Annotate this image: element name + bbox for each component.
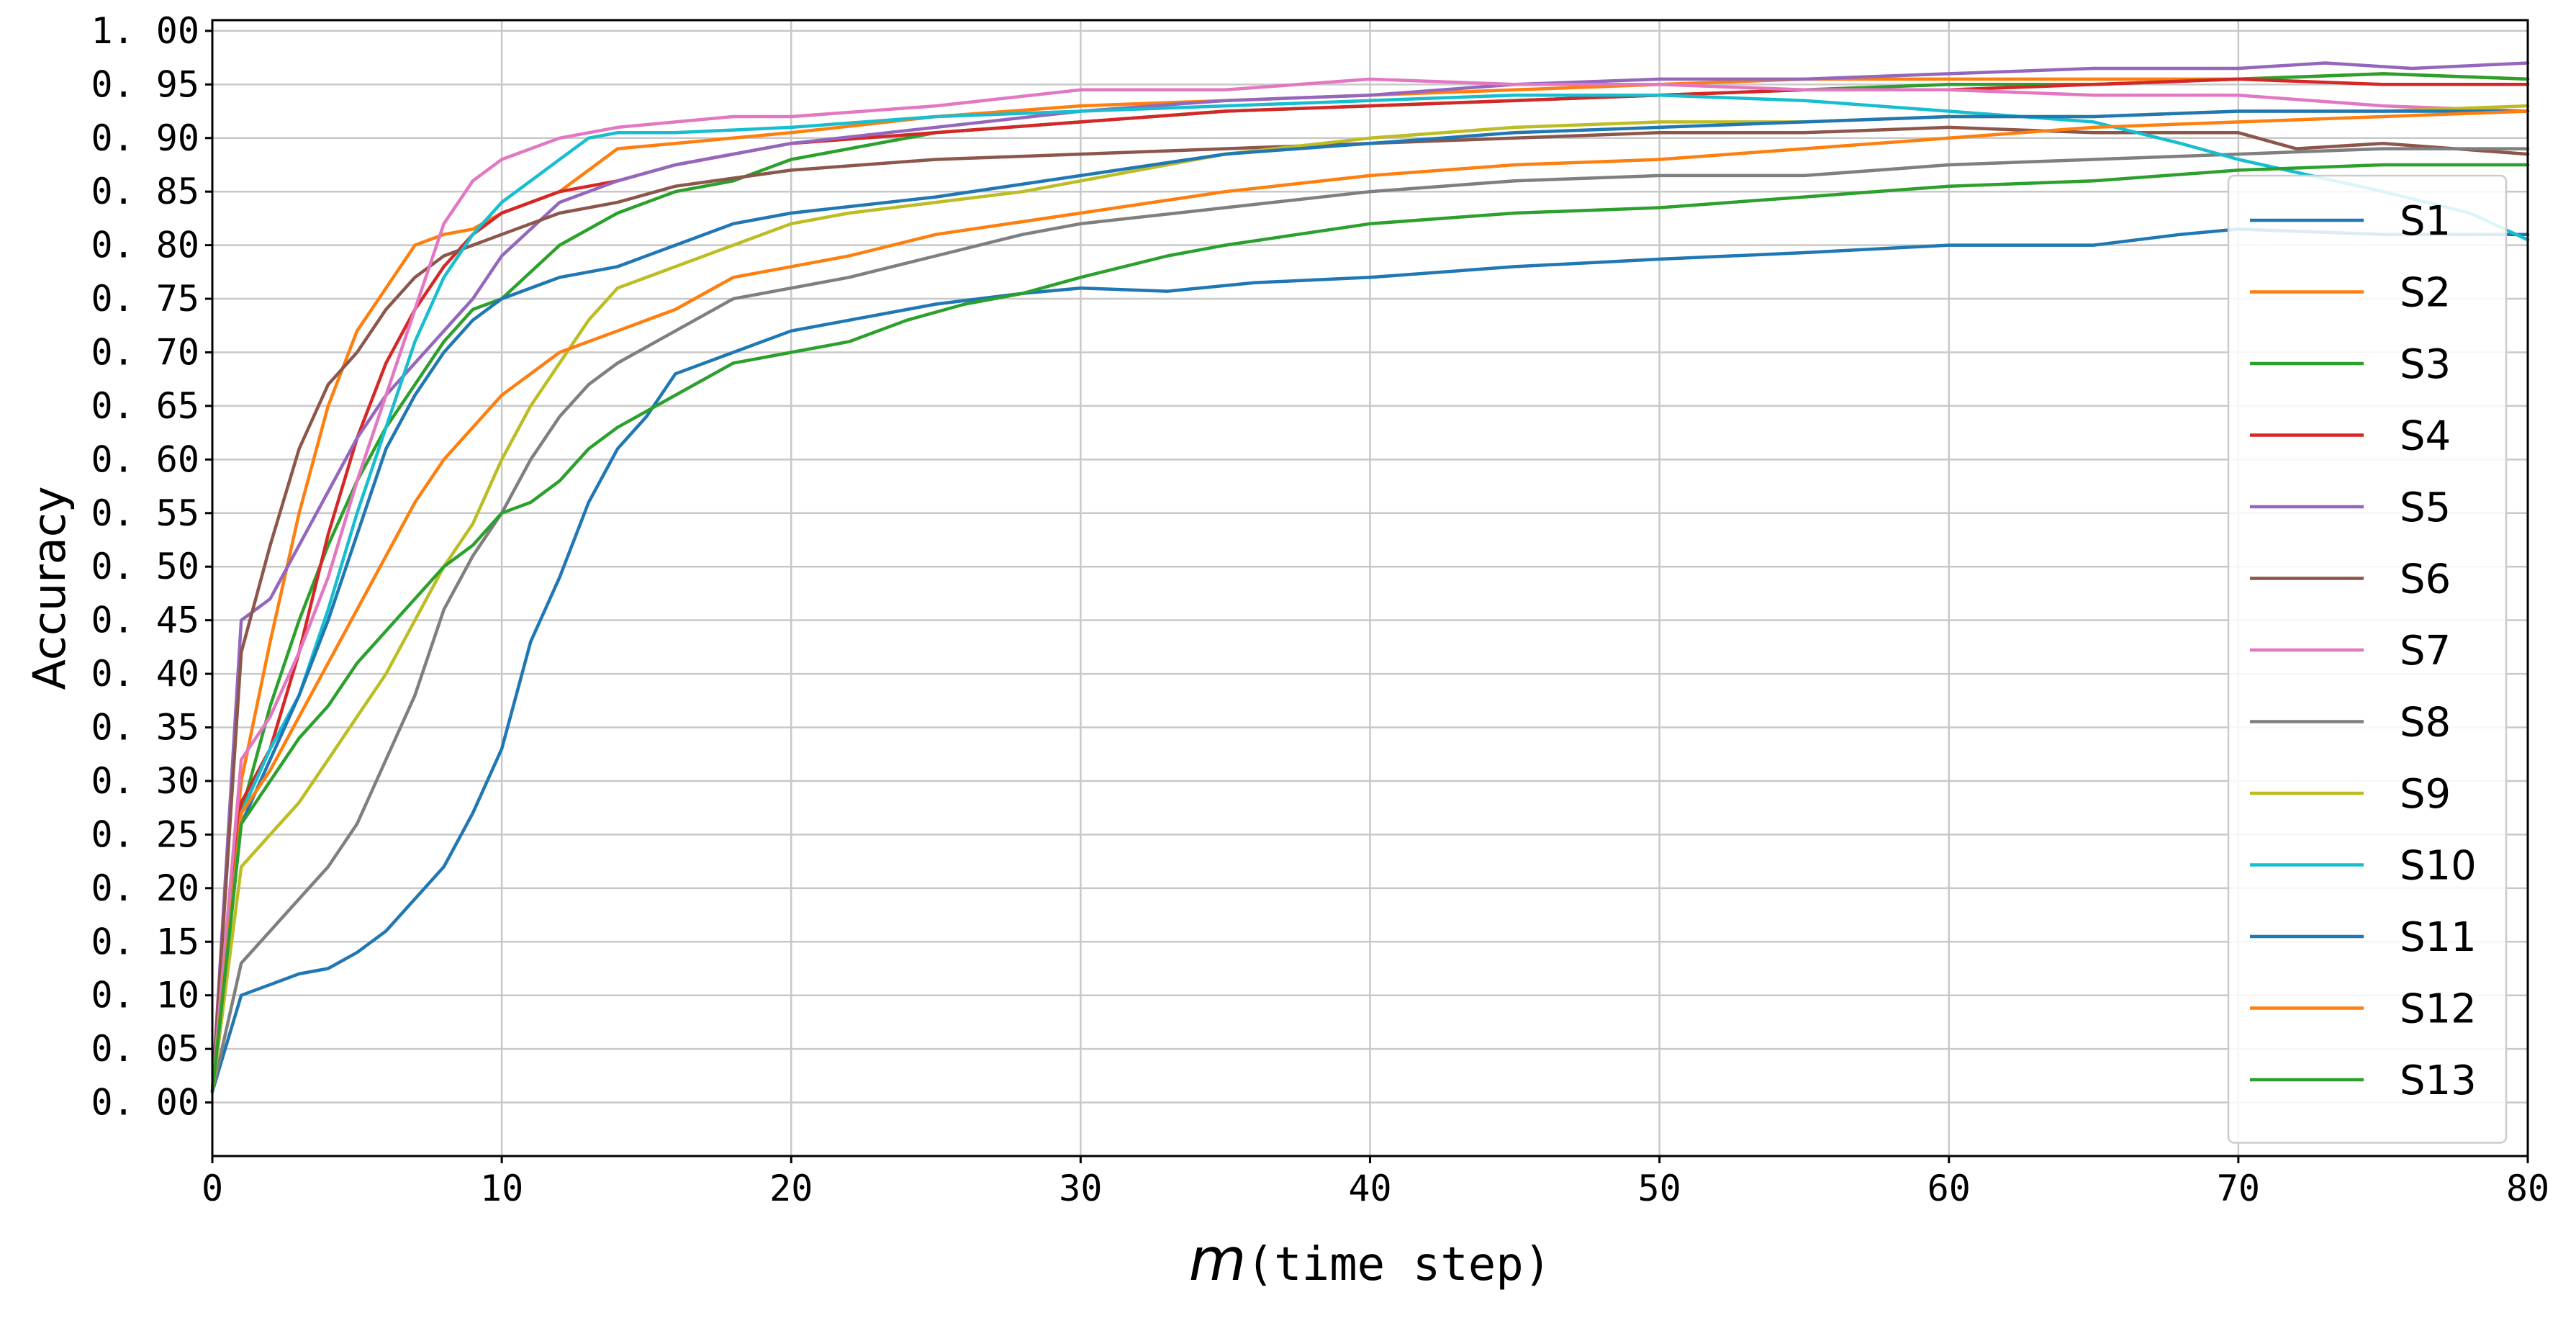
y-tick-label: 0. 40 <box>91 653 199 695</box>
y-tick-label: 0. 65 <box>91 385 199 427</box>
y-tick-label: 1. 00 <box>91 10 199 52</box>
legend-label-s6: S6 <box>2400 556 2451 603</box>
series-line-s11 <box>210 109 2530 1093</box>
y-tick-label: 0. 35 <box>91 707 199 749</box>
x-tick-label: 60 <box>1928 1168 1971 1209</box>
y-axis-ticks: 0. 00 0. 05 0. 10 0. 15 0. 20 0. 25 0. 30 0. 35… <box>91 10 212 1124</box>
y-tick-label: 0. 30 <box>91 760 199 802</box>
y-tick-label: 0. 60 <box>91 438 199 480</box>
legend-label-s9: S9 <box>2400 771 2451 818</box>
y-tick-label: 0. 95 <box>91 63 199 105</box>
legend-label-s10: S10 <box>2400 843 2477 890</box>
y-tick-label: 0. 70 <box>91 331 199 373</box>
x-tick-label: 50 <box>1638 1168 1681 1209</box>
x-tick-label: 20 <box>769 1168 813 1209</box>
series-line-s5 <box>210 61 2530 1093</box>
legend-label-s13: S13 <box>2400 1057 2477 1104</box>
y-tick-label: 0. 45 <box>91 600 199 641</box>
y-tick-label: 0. 75 <box>91 278 199 320</box>
y-tick-label: 0. 20 <box>91 867 199 909</box>
y-tick-label: 0. 50 <box>91 546 199 587</box>
legend-label-s3: S3 <box>2400 341 2451 388</box>
grid <box>211 20 2529 1156</box>
series-line-s6 <box>210 125 2530 1093</box>
y-tick-label: 0. 85 <box>91 171 199 212</box>
x-tick-label: 30 <box>1059 1168 1102 1209</box>
series-lines <box>210 61 2530 1093</box>
series-line-s12 <box>210 109 2530 1093</box>
series-line-s10 <box>210 93 2530 1093</box>
legend-label-s1: S1 <box>2400 198 2451 245</box>
x-tick-label: 10 <box>480 1168 523 1209</box>
x-tick-label: 70 <box>2217 1168 2260 1209</box>
x-axis-label-unit: (time step) <box>1247 1238 1552 1291</box>
x-tick-label: 80 <box>2506 1168 2549 1209</box>
y-tick-label: 0. 15 <box>91 921 199 962</box>
legend-label-s12: S12 <box>2400 986 2477 1033</box>
legend-label-s2: S2 <box>2400 270 2451 317</box>
y-axis-label: Accuracy <box>23 486 76 690</box>
y-tick-label: 0. 00 <box>91 1082 199 1124</box>
y-tick-label: 0. 10 <box>91 975 199 1016</box>
legend-label-s4: S4 <box>2400 413 2451 460</box>
series-line-s8 <box>210 147 2530 1093</box>
x-axis-label: m(time step) <box>1189 1226 1552 1294</box>
legend-box <box>2227 174 2508 1144</box>
series-line-s2 <box>210 72 2530 1093</box>
x-axis-label-variable: m <box>1189 1226 1247 1294</box>
legend: S1 S2 S3 S4 S5 S6 S7 S8 S9 S10 S11 S12 S13 <box>2227 174 2508 1144</box>
series-line-s13 <box>210 163 2530 1093</box>
y-tick-label: 0. 05 <box>91 1028 199 1070</box>
x-tick-label: 0 <box>202 1168 223 1209</box>
series-line-s7 <box>210 77 2530 1093</box>
x-axis-ticks: 0 10 20 30 40 50 60 70 80 <box>202 1156 2549 1209</box>
y-tick-label: 0. 80 <box>91 225 199 266</box>
series-line-s3 <box>210 72 2530 1093</box>
series-line-s1 <box>210 227 2530 1093</box>
x-tick-label: 40 <box>1348 1168 1391 1209</box>
y-tick-label: 0. 55 <box>91 492 199 534</box>
legend-label-s7: S7 <box>2400 628 2451 674</box>
y-tick-label: 0. 25 <box>91 813 199 855</box>
y-tick-label: 0. 90 <box>91 117 199 159</box>
legend-label-s11: S11 <box>2400 914 2477 961</box>
legend-label-s8: S8 <box>2400 700 2451 746</box>
legend-label-s5: S5 <box>2400 484 2451 531</box>
